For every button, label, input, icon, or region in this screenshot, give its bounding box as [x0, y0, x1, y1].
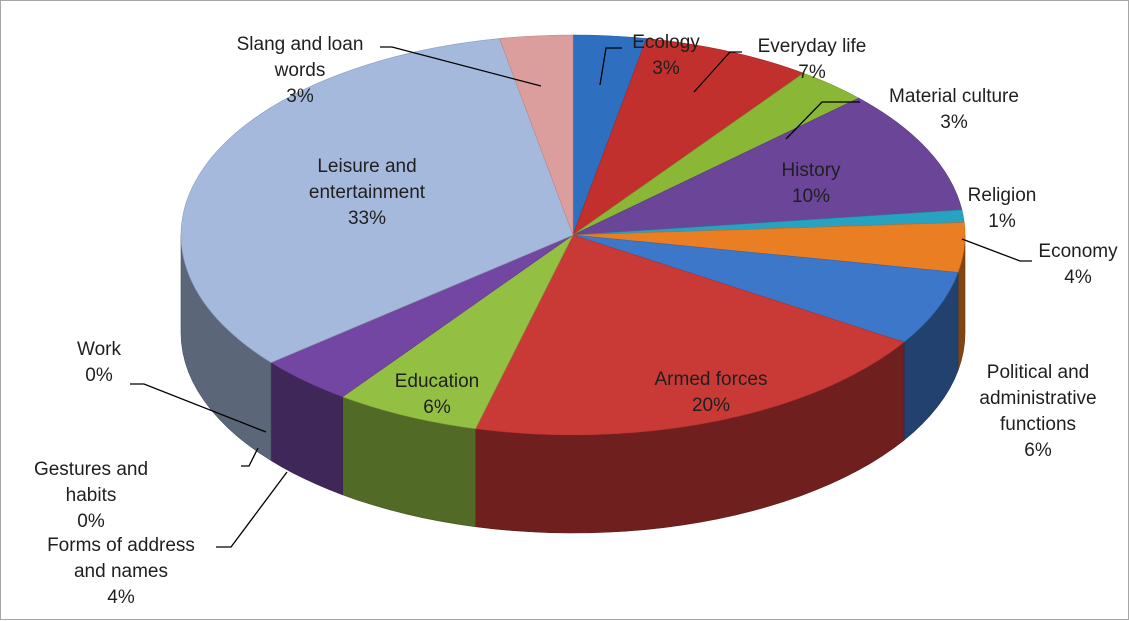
slice-label-leisure-and-entertainment: Leisure and entertainment 33%: [309, 156, 426, 229]
slice-name-line-gestures-and-habits: habits: [66, 485, 117, 506]
leader-line-work: [130, 383, 267, 433]
pie-slice-history: [572, 97, 963, 236]
slice-name-line-leisure-and-entertainment: Leisure and: [317, 156, 416, 177]
slice-name-line-education: Education: [395, 371, 480, 392]
slice-name-line-everyday-life: Everyday life: [758, 36, 867, 57]
slice-label-material-culture: Material culture 3%: [889, 86, 1019, 133]
slice-name-line-political-and-administrative-functions: Political and: [987, 362, 1089, 383]
slice-label-armed-forces: Armed forces 20%: [655, 369, 768, 416]
leader-lines: [130, 46, 1032, 548]
slice-name-line-political-and-administrative-functions: functions: [1000, 414, 1076, 435]
pie-slices: [180, 34, 966, 436]
leader-line-gestures-and-habits: [241, 447, 259, 467]
slice-label-forms-of-address-and-names: Forms of address and names 4%: [47, 535, 195, 608]
slice-name-line-armed-forces: Armed forces: [655, 369, 768, 390]
slice-percent-gestures-and-habits: 0%: [77, 511, 105, 532]
slice-label-ecology: Ecology 3%: [632, 32, 700, 79]
slice-label-political-and-administrative-functions: Political and administrative functions 6%: [979, 362, 1096, 461]
slice-percent-religion: 1%: [988, 211, 1016, 232]
slice-name-line-religion: Religion: [968, 185, 1037, 206]
slice-percent-armed-forces: 20%: [692, 395, 730, 416]
slice-percent-education: 6%: [423, 397, 451, 418]
slice-name-line-forms-of-address-and-names: Forms of address: [47, 535, 195, 556]
slice-name-line-history: History: [781, 160, 841, 181]
slice-label-gestures-and-habits: Gestures and habits 0%: [34, 459, 148, 532]
slice-name-line-work: Work: [77, 339, 121, 360]
slice-percent-slang-and-loan-words: 3%: [286, 86, 314, 107]
pie-slice-education: [341, 234, 574, 430]
leader-line-slang-and-loan-words: [380, 46, 542, 87]
slice-label-economy: Economy 4%: [1038, 241, 1118, 288]
slice-percent-work: 0%: [85, 365, 113, 386]
slice-name-line-economy: Economy: [1038, 241, 1118, 262]
pie-side-walls: [180, 234, 966, 534]
pie-slice-armed-forces: [475, 234, 905, 436]
slice-percent-ecology: 3%: [652, 58, 680, 79]
slice-name-line-political-and-administrative-functions: administrative: [979, 388, 1096, 409]
slice-label-education: Education 6%: [395, 371, 480, 418]
slice-name-line-forms-of-address-and-names: and names: [74, 561, 168, 582]
slice-percent-forms-of-address-and-names: 4%: [107, 587, 135, 608]
pie-slice-political-and-administrative-functions: [572, 234, 959, 343]
slice-percent-history: 10%: [792, 186, 830, 207]
slice-name-line-gestures-and-habits: Gestures and: [34, 459, 148, 480]
slice-name-line-slang-and-loan-words: Slang and loan: [237, 34, 364, 55]
pie-slice-slang-and-loan-words: [499, 34, 574, 236]
pie-slice-everyday-life: [572, 38, 805, 236]
slice-name-line-ecology: Ecology: [632, 32, 700, 53]
leader-line-everyday-life: [693, 51, 742, 93]
slice-name-line-material-culture: Material culture: [889, 86, 1019, 107]
pie-slice-leisure-and-entertainment: [180, 38, 574, 363]
slice-label-religion: Religion 1%: [968, 185, 1037, 232]
slice-percent-economy: 4%: [1064, 267, 1092, 288]
slice-label-work: Work 0%: [77, 339, 121, 386]
slice-percent-material-culture: 3%: [940, 112, 968, 133]
slice-name-line-leisure-and-entertainment: entertainment: [309, 182, 426, 203]
slice-label-slang-and-loan-words: Slang and loan words 3%: [237, 34, 364, 107]
slice-percent-everyday-life: 7%: [798, 62, 826, 83]
leader-line-material-culture: [785, 101, 860, 140]
slice-percent-political-and-administrative-functions: 6%: [1024, 440, 1052, 461]
leader-line-economy: [961, 238, 1032, 262]
slice-name-line-slang-and-loan-words: words: [274, 60, 326, 81]
slice-labels: Ecology 3% Everyday life 7% Material culture…: [34, 32, 1118, 608]
slice-label-everyday-life: Everyday life 7%: [758, 36, 867, 83]
leader-line-ecology: [599, 47, 622, 86]
slice-percent-leisure-and-entertainment: 33%: [348, 208, 386, 229]
leader-line-forms-of-address-and-names: [216, 471, 288, 548]
slice-label-history: History 10%: [781, 160, 841, 207]
